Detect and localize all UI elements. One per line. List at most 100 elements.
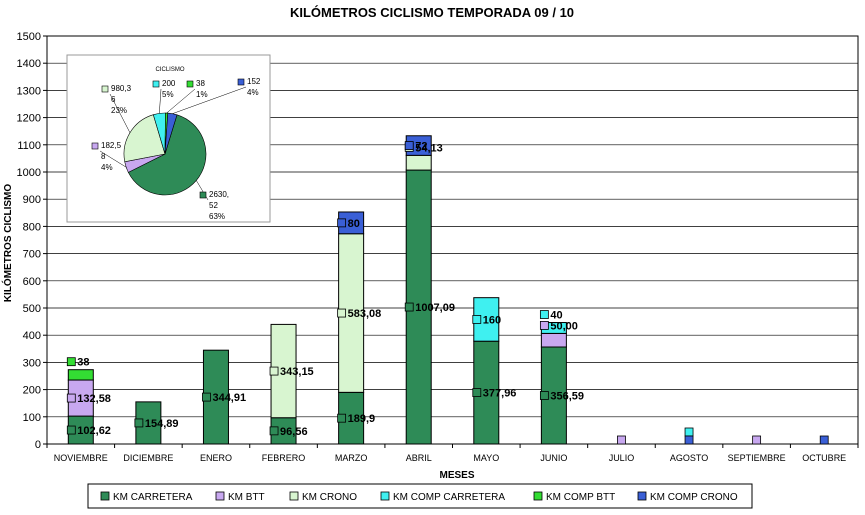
pie-label: 4% xyxy=(247,88,259,97)
data-label: 583,08 xyxy=(348,308,382,320)
legend: KM CARRETERA KM BTT KM CRONO KM COMP CARRET… xyxy=(87,483,753,509)
pie-label-marker xyxy=(91,142,99,150)
data-label-marker xyxy=(337,413,347,423)
pie-label: 6 xyxy=(111,95,116,104)
pie-label-marker xyxy=(237,78,245,86)
legend-label: KM COMP CRONO xyxy=(650,492,738,503)
y-tick-label: 1200 xyxy=(17,113,41,125)
pie-label: 200 xyxy=(162,79,176,88)
legend-swatch xyxy=(380,491,390,501)
y-tick-label: 400 xyxy=(23,330,41,342)
pie-label: 2630, xyxy=(209,190,229,199)
data-label-marker xyxy=(539,321,549,330)
data-label-marker xyxy=(134,418,144,428)
data-label-marker xyxy=(269,426,279,436)
data-label: 344,91 xyxy=(212,392,246,404)
data-label-marker xyxy=(539,310,549,319)
data-label-marker xyxy=(404,141,414,150)
y-axis-title: KILÓMETROS CICLISMO xyxy=(1,184,14,303)
y-tick-label: 300 xyxy=(23,357,41,369)
data-label-marker xyxy=(202,392,211,402)
inset-pie-chart: CICLISMO 2630, 52 63% 182,5 8 4% 980,3 6 23% 200 5%… xyxy=(66,54,271,223)
y-tick-label: 100 xyxy=(23,412,41,424)
data-label-marker xyxy=(472,388,482,397)
pie-label: 182,5 xyxy=(101,141,122,150)
data-label: 102,62 xyxy=(77,425,111,437)
data-label: 154,89 xyxy=(145,418,179,430)
y-tick-label: 1500 xyxy=(17,31,41,43)
x-tick-label: MARZO xyxy=(335,453,368,463)
y-tick-label: 1100 xyxy=(17,140,41,152)
x-tick-label: SEPTIEMBRE xyxy=(728,453,786,463)
legend-swatch xyxy=(637,491,647,501)
data-label-marker xyxy=(539,391,549,400)
data-label: 72 xyxy=(415,141,427,153)
data-label-marker xyxy=(66,393,76,403)
data-label-marker xyxy=(404,302,414,312)
bar-segment xyxy=(540,332,567,348)
bar-segment xyxy=(67,369,94,381)
legend-label: KM COMP BTT xyxy=(546,492,615,503)
zero-value-marker xyxy=(617,435,626,445)
pie-label-marker xyxy=(186,80,194,88)
bar-segment xyxy=(405,154,432,171)
x-tick-label: NOVIEMBRE xyxy=(54,453,108,463)
data-label-marker xyxy=(337,218,347,228)
pie-label: 5% xyxy=(162,90,174,99)
x-tick-label: ABRIL xyxy=(406,453,432,463)
x-tick-label: ENERO xyxy=(200,453,232,463)
data-label: 54,13 xyxy=(415,142,443,154)
data-label-marker xyxy=(472,315,482,324)
pie-label: 4% xyxy=(101,163,113,172)
inset-title: CICLISMO xyxy=(155,67,184,73)
pie-label: 38 xyxy=(196,79,205,88)
data-label: 356,59 xyxy=(550,391,584,403)
y-tick-label: 0 xyxy=(35,439,41,451)
y-tick-label: 200 xyxy=(23,385,41,397)
pie-label: 152 xyxy=(247,77,261,86)
pie-label: 980,3 xyxy=(111,84,132,93)
x-tick-label: JUNIO xyxy=(540,453,567,463)
data-label: 1007,09 xyxy=(415,302,455,314)
zero-value-marker xyxy=(684,435,694,445)
data-label: 160 xyxy=(483,314,501,326)
bar-segment xyxy=(135,401,162,445)
legend-swatch xyxy=(215,491,225,501)
pie-label: 8 xyxy=(101,152,106,161)
y-tick-label: 800 xyxy=(23,221,41,233)
x-tick-label: JULIO xyxy=(609,453,635,463)
data-label: 189,9 xyxy=(348,413,376,425)
y-tick-label: 500 xyxy=(23,303,41,315)
y-tick-label: 700 xyxy=(23,249,41,261)
x-tick-label: AGOSTO xyxy=(670,453,708,463)
pie-leader-line xyxy=(159,88,162,114)
pie-leader-line xyxy=(166,88,196,114)
legend-label: KM COMP CARRETERA xyxy=(393,492,505,503)
zero-value-marker xyxy=(684,427,694,437)
pie-slice xyxy=(127,114,207,196)
zero-value-marker xyxy=(752,435,762,445)
zero-value-marker xyxy=(819,435,829,445)
data-label-marker xyxy=(337,308,347,318)
legend-swatch xyxy=(100,491,110,501)
y-tick-label: 1300 xyxy=(17,85,41,97)
pie-leader-line xyxy=(109,93,131,133)
x-tick-label: MAYO xyxy=(473,453,499,463)
legend-swatch xyxy=(289,491,299,501)
plot-area: 0 100 200 300 400 500 600 700 800 900 1000 1100 1200… xyxy=(17,31,859,463)
y-tick-label: 1400 xyxy=(17,58,41,70)
pie-leader-line xyxy=(172,86,247,114)
data-label-marker xyxy=(66,357,76,367)
data-label: 377,96 xyxy=(483,388,517,400)
y-tick-label: 1000 xyxy=(17,167,41,179)
data-label-marker xyxy=(269,366,279,376)
y-tick-label: 900 xyxy=(23,194,41,206)
legend-label: KM BTT xyxy=(228,492,265,503)
data-label: 80 xyxy=(348,218,360,230)
x-tick-label: DICIEMBRE xyxy=(123,453,173,463)
data-label: 343,15 xyxy=(280,366,314,378)
legend-label: KM CRONO xyxy=(302,492,357,503)
x-tick-label: FEBRERO xyxy=(262,453,306,463)
data-label: 132,58 xyxy=(77,393,111,405)
